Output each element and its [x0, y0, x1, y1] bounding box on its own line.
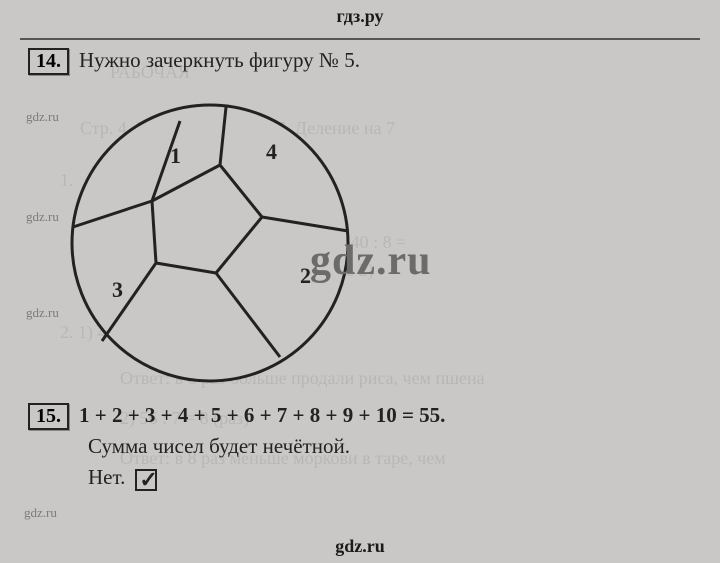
- task-15-answer: Нет.: [88, 465, 125, 489]
- task-14-number: 14.: [28, 48, 69, 75]
- task-15-equation: 1 + 2 + 3 + 4 + 5 + 6 + 7 + 8 + 9 + 10 =…: [79, 403, 445, 428]
- task-14-heading: 14. Нужно зачеркнуть фигуру № 5.: [28, 48, 700, 75]
- pie-figure-wrap: gdz.ru gdz.ru gdz.ru 1423 gdz.ru: [30, 79, 370, 399]
- pie-sector-label: 1: [170, 143, 181, 169]
- page-content: 14. Нужно зачеркнуть фигуру № 5. gdz.ru …: [20, 38, 700, 507]
- watermark-small: gdz.ru: [26, 305, 59, 321]
- watermark-small: gdz.ru: [26, 109, 59, 125]
- pie-sector-label: 4: [266, 139, 277, 165]
- watermark-small: gdz.ru: [24, 505, 704, 521]
- task-15-line3: Нет.: [88, 465, 700, 491]
- checkbox-checked-icon: [135, 469, 157, 491]
- site-header: гдз.ру: [0, 6, 720, 27]
- task-15-line1: 15. 1 + 2 + 3 + 4 + 5 + 6 + 7 + 8 + 9 + …: [28, 403, 700, 430]
- top-rule: [20, 38, 700, 40]
- watermark-big: gdz.ru: [310, 237, 432, 285]
- task-14-text: Нужно зачеркнуть фигуру № 5.: [79, 48, 360, 73]
- task-15-line2: Сумма чисел будет нечётной.: [88, 434, 700, 459]
- site-footer: gdz.ru: [0, 536, 720, 557]
- task-15-number: 15.: [28, 403, 69, 430]
- pie-sector-label: 3: [112, 277, 123, 303]
- watermark-small: gdz.ru: [26, 209, 59, 225]
